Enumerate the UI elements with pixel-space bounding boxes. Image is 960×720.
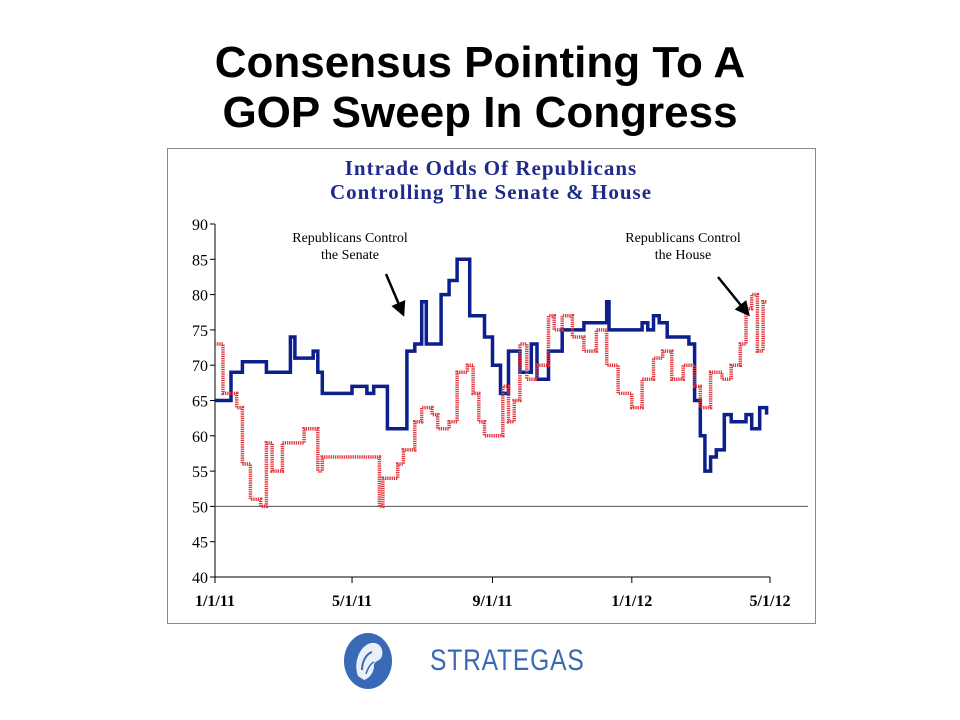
y-tick-label: 45: [192, 535, 208, 552]
annotation-arrow-senate: [384, 273, 406, 317]
chart-title-line-2: Controlling The Senate & House: [330, 180, 652, 204]
x-tick-label: 9/1/11: [472, 593, 512, 610]
chart-title-line-1: Intrade Odds Of Republicans: [345, 156, 637, 180]
chart-frame: Intrade Odds Of Republicans Controlling T…: [167, 148, 816, 624]
y-tick-label: 70: [192, 358, 208, 375]
y-tick-label: 50: [192, 499, 208, 516]
y-tick-label: 65: [192, 394, 208, 411]
x-tick-label: 5/1/11: [332, 593, 372, 610]
y-tick-label: 55: [192, 464, 208, 481]
annotation-label-house-line-1: Republicans Control: [625, 231, 741, 246]
series-line-house: [215, 292, 767, 509]
slide-title-line-2: GOP Sweep In Congress: [222, 88, 738, 137]
x-tick-label: 1/1/11: [195, 593, 235, 610]
series-line-senate: [215, 257, 769, 473]
strategas-wordmark: STRATEGAS: [430, 644, 585, 677]
y-tick-label: 80: [192, 288, 208, 305]
helmeted-head-medallion-icon: [344, 633, 392, 689]
annotation-label-senate-line-1: Republicans Control: [292, 231, 408, 246]
annotation-label-house-line-2: the House: [655, 248, 711, 263]
x-tick-label: 5/1/12: [750, 593, 791, 610]
y-tick-label: 90: [192, 217, 208, 234]
y-tick-label: 75: [192, 323, 208, 340]
annotation-arrow-house: [717, 276, 750, 317]
slide-title-line-1: Consensus Pointing To A: [214, 38, 746, 87]
annotation-label-senate-line-2: the Senate: [321, 248, 379, 263]
slide-title: Consensus Pointing To A GOP Sweep In Con…: [0, 38, 960, 138]
y-tick-label: 40: [192, 570, 208, 587]
y-tick-label: 60: [192, 429, 208, 446]
x-tick-label: 1/1/12: [611, 593, 652, 610]
y-tick-label: 85: [192, 252, 208, 269]
